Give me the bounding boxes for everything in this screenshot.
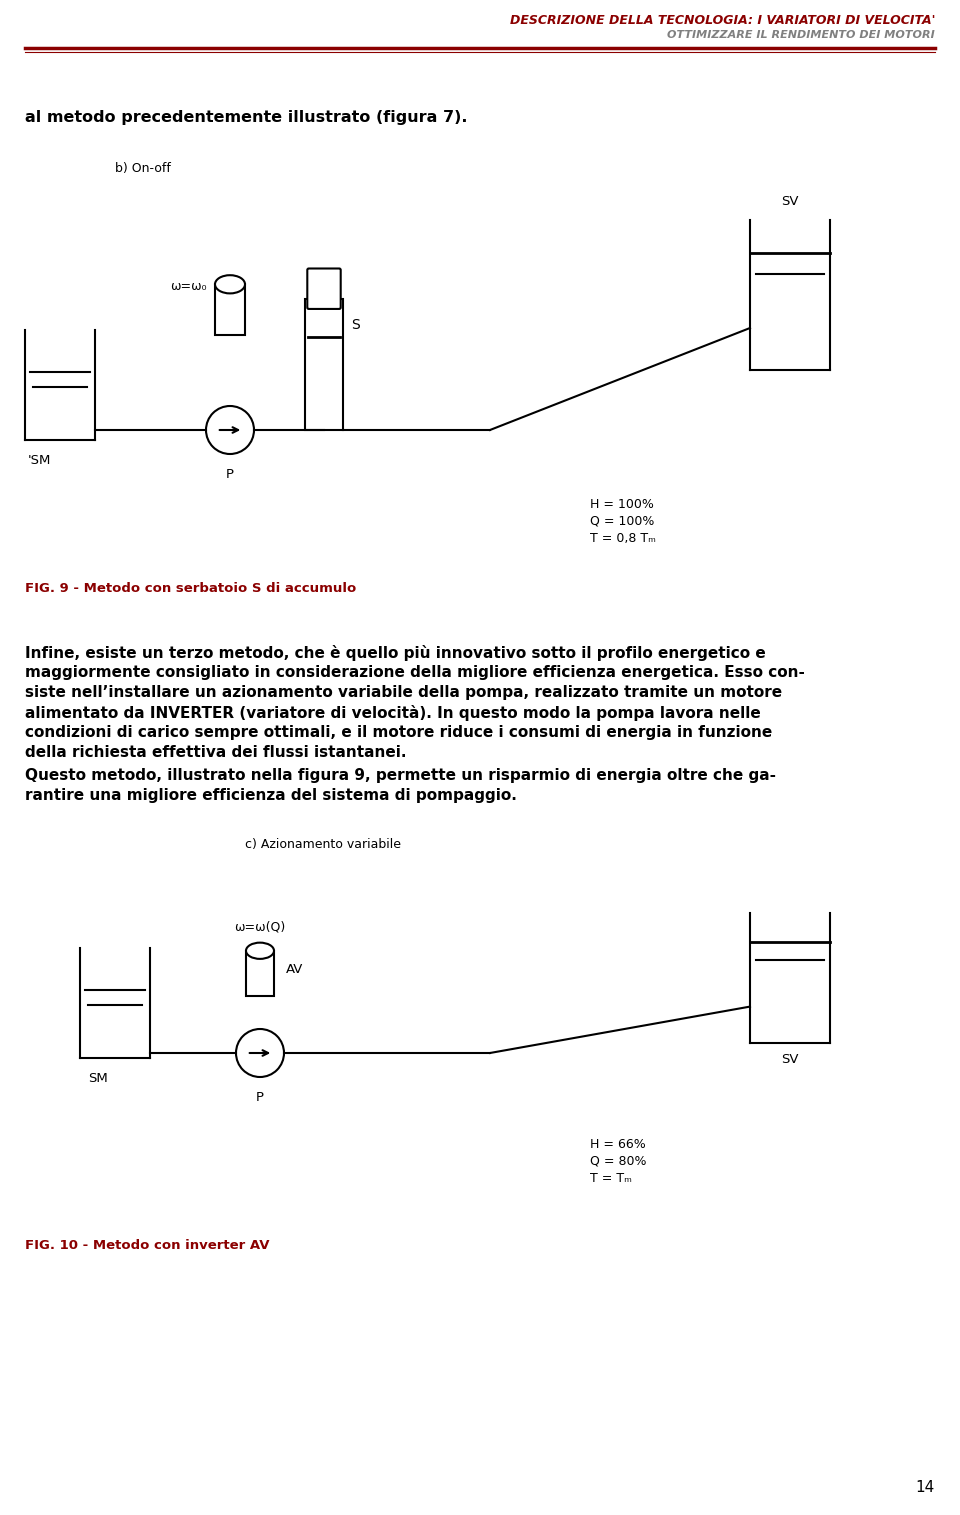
Text: FIG. 10 - Metodo con inverter AV: FIG. 10 - Metodo con inverter AV xyxy=(25,1239,270,1251)
Text: c) Azionamento variabile: c) Azionamento variabile xyxy=(245,838,401,851)
Text: S: S xyxy=(351,318,360,332)
Text: T = Tₘ: T = Tₘ xyxy=(590,1173,632,1185)
Text: al metodo precedentemente illustrato (figura 7).: al metodo precedentemente illustrato (fi… xyxy=(25,111,468,126)
Text: Q = 100%: Q = 100% xyxy=(590,515,655,529)
Text: della richiesta effettiva dei flussi istantanei.: della richiesta effettiva dei flussi ist… xyxy=(25,745,406,761)
Text: FIG. 9 - Metodo con serbatoio S di accumulo: FIG. 9 - Metodo con serbatoio S di accum… xyxy=(25,582,356,595)
Text: H = 66%: H = 66% xyxy=(590,1138,646,1151)
Text: siste nell’installare un azionamento variabile della pompa, realizzato tramite u: siste nell’installare un azionamento var… xyxy=(25,685,782,700)
Text: SV: SV xyxy=(781,195,799,208)
Ellipse shape xyxy=(215,276,245,294)
FancyBboxPatch shape xyxy=(307,268,341,309)
Text: AV: AV xyxy=(286,964,303,976)
Text: rantire una migliore efficienza del sistema di pompaggio.: rantire una migliore efficienza del sist… xyxy=(25,788,516,803)
Text: P: P xyxy=(226,468,234,480)
Text: Questo metodo, illustrato nella figura 9, permette un risparmio di energia oltre: Questo metodo, illustrato nella figura 9… xyxy=(25,768,776,783)
Text: SM: SM xyxy=(88,1073,108,1085)
Text: Q = 80%: Q = 80% xyxy=(590,1154,646,1168)
Text: 'SM: 'SM xyxy=(28,454,52,467)
Text: Infine, esiste un terzo metodo, che è quello più innovativo sotto il profilo ene: Infine, esiste un terzo metodo, che è qu… xyxy=(25,645,766,661)
Text: b) On-off: b) On-off xyxy=(115,162,171,176)
Text: alimentato da INVERTER (variatore di velocità). In questo modo la pompa lavora n: alimentato da INVERTER (variatore di vel… xyxy=(25,704,760,721)
Text: condizioni di carico sempre ottimali, e il motore riduce i consumi di energia in: condizioni di carico sempre ottimali, e … xyxy=(25,726,772,739)
Text: 14: 14 xyxy=(916,1480,935,1495)
Text: DESCRIZIONE DELLA TECNOLOGIA: I VARIATORI DI VELOCITA': DESCRIZIONE DELLA TECNOLOGIA: I VARIATOR… xyxy=(510,14,935,27)
Ellipse shape xyxy=(246,942,274,959)
Text: H = 100%: H = 100% xyxy=(590,498,654,511)
Text: P: P xyxy=(256,1091,264,1104)
Text: ω=ω₀: ω=ω₀ xyxy=(171,280,207,292)
Text: SV: SV xyxy=(781,1053,799,1067)
Text: T = 0,8 Tₘ: T = 0,8 Tₘ xyxy=(590,532,656,545)
Text: OTTIMIZZARE IL RENDIMENTO DEI MOTORI: OTTIMIZZARE IL RENDIMENTO DEI MOTORI xyxy=(667,30,935,39)
Bar xyxy=(246,951,274,995)
Bar xyxy=(305,298,343,430)
Text: ω=ω(Q): ω=ω(Q) xyxy=(234,920,286,933)
Bar xyxy=(215,285,245,335)
Text: maggiormente consigliato in considerazione della migliore efficienza energetica.: maggiormente consigliato in considerazio… xyxy=(25,665,804,680)
